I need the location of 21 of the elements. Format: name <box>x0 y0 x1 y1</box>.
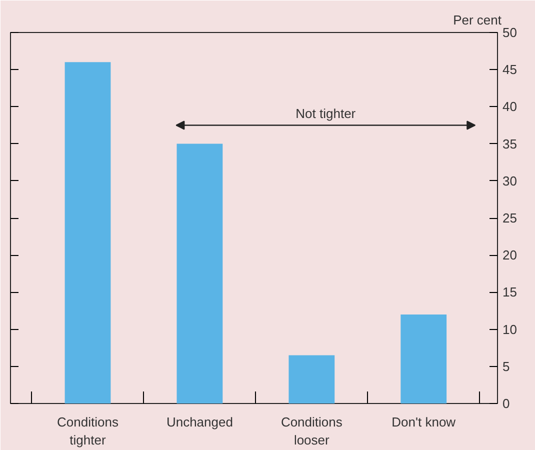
y-tick-label: 15 <box>502 284 517 300</box>
y-tick-label: 45 <box>502 62 517 78</box>
y-tick-label: 0 <box>502 396 510 411</box>
bar <box>288 355 335 404</box>
annotation: Not tighter <box>296 106 356 121</box>
y-tick-label: 30 <box>502 173 517 188</box>
y-tick-label: 35 <box>502 136 517 152</box>
y-tick-label: 25 <box>502 210 517 226</box>
x-tick-label: Conditions looser <box>280 414 343 448</box>
y-tick-label: 20 <box>502 248 517 263</box>
y-tick-label: 5 <box>502 358 510 374</box>
bar <box>400 314 447 404</box>
x-tick-label: Conditions tighter <box>57 414 119 448</box>
y-tick-label: 50 <box>502 25 517 40</box>
y-tick-label: 10 <box>502 322 517 337</box>
x-tick-label: Don't know <box>392 414 456 430</box>
y-axis-title: Per cent <box>453 12 502 28</box>
bar <box>64 62 111 404</box>
x-tick-label: Unchanged <box>166 414 233 430</box>
y-tick-label: 40 <box>502 99 517 114</box>
bar <box>176 144 223 404</box>
